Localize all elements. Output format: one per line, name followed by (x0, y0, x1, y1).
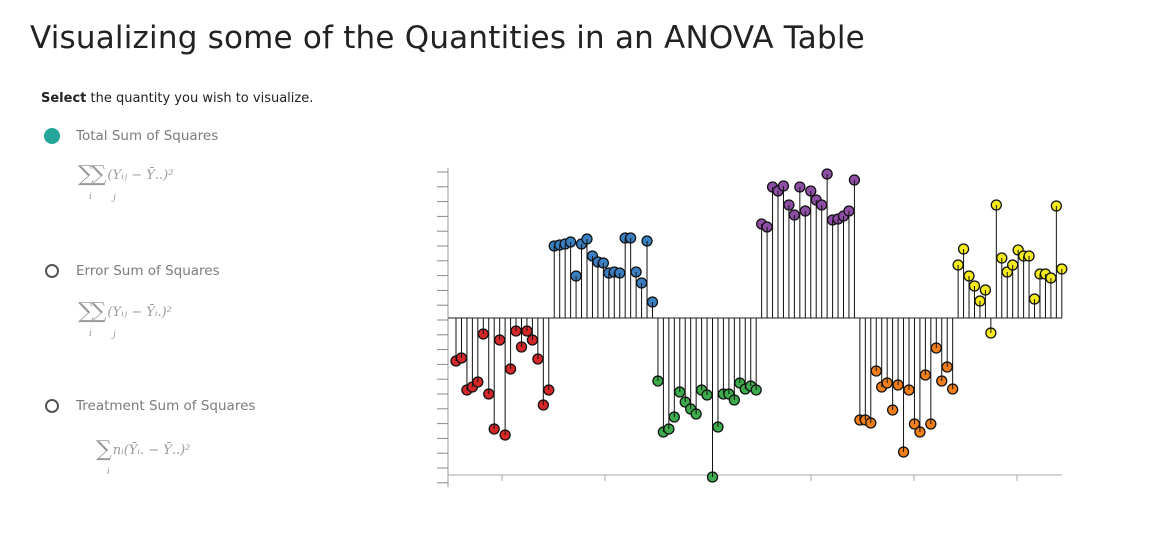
instruction-text: Select the quantity you wish to visualiz… (41, 91, 313, 106)
sum-symbol-icon: ∑∑ (78, 162, 106, 187)
option-error-ss-label: Error Sum of Squares (76, 263, 220, 279)
radio-treatment-ss[interactable] (45, 399, 59, 413)
formula-total-ss: ∑∑ (Yᵢⱼ − Ȳ..)² i j (78, 162, 174, 203)
option-total-ss-label: Total Sum of Squares (76, 128, 219, 144)
formula-error-ss: ∑∑ (Yᵢⱼ − Ȳᵢ.)² i j (78, 299, 172, 340)
sum-symbol-icon: ∑∑ (78, 299, 106, 324)
instruction-bold: Select (41, 91, 87, 106)
formula-treatment-ss: ∑ nᵢ(Ȳᵢ. − Ȳ..)² i (96, 437, 191, 477)
instruction-rest: the quantity you wish to visualize. (86, 91, 314, 106)
radio-total-ss[interactable] (44, 128, 60, 144)
option-treatment-ss-label: Treatment Sum of Squares (76, 398, 256, 414)
page-title: Visualizing some of the Quantities in an… (30, 20, 865, 56)
sum-symbol-icon: ∑ (96, 437, 112, 462)
radio-error-ss[interactable] (45, 264, 59, 278)
